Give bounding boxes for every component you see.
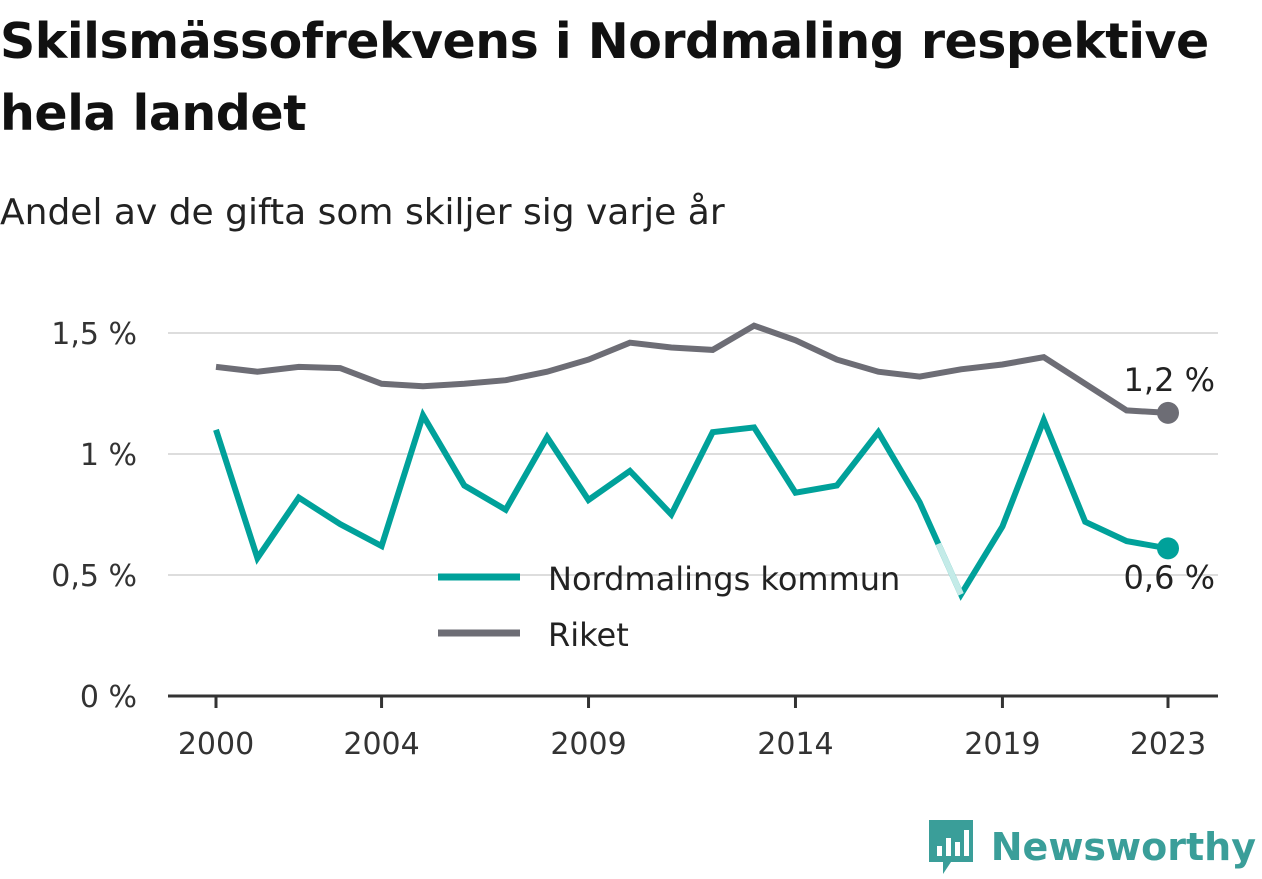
x-tick-label: 2009 <box>550 727 626 762</box>
end-label-nordmaling: 0,6 % <box>1124 558 1215 596</box>
gridlines <box>168 332 1218 576</box>
series-line-nordmaling <box>213 407 1169 601</box>
x-axis: 2000 2004 2009 2014 2019 2023 <box>168 694 1218 762</box>
x-tick-label: 2014 <box>757 727 833 762</box>
x-tick-label: 2023 <box>1130 727 1206 762</box>
x-tick-label: 2000 <box>178 727 254 762</box>
end-markers: 0,6 % 1,2 % <box>1124 361 1215 597</box>
legend-label-nordmaling: Nordmalings kommun <box>548 560 900 598</box>
end-marker-nordmaling <box>1157 537 1179 560</box>
y-tick-label: 0 % <box>80 680 137 715</box>
legend-label-riket: Riket <box>548 616 629 654</box>
y-tick-label: 1,5 % <box>51 317 137 352</box>
series-lines <box>213 322 1169 601</box>
chart-subtitle: Andel av de gifta som skiljer sig varje … <box>0 192 725 233</box>
newsworthy-brand-text: Newsworthy <box>990 825 1256 869</box>
end-label-riket: 1,2 % <box>1124 361 1215 399</box>
legend: Nordmalings kommun Riket <box>438 560 900 654</box>
chart-title: Skilsmässofrekvens i Nordmaling respekti… <box>0 13 1209 142</box>
newsworthy-logo: Newsworthy <box>925 816 1256 878</box>
end-marker-riket <box>1157 401 1179 424</box>
newsworthy-logo-icon <box>928 820 973 874</box>
faded-segment <box>935 542 964 596</box>
y-tick-label: 1 % <box>80 438 137 473</box>
x-tick-label: 2004 <box>343 727 419 762</box>
y-axis-ticks: 0 % 0,5 % 1 % 1,5 % <box>51 317 137 715</box>
series-line-riket <box>215 322 1169 416</box>
x-tick-label: 2019 <box>964 727 1040 762</box>
y-tick-label: 0,5 % <box>51 559 137 594</box>
